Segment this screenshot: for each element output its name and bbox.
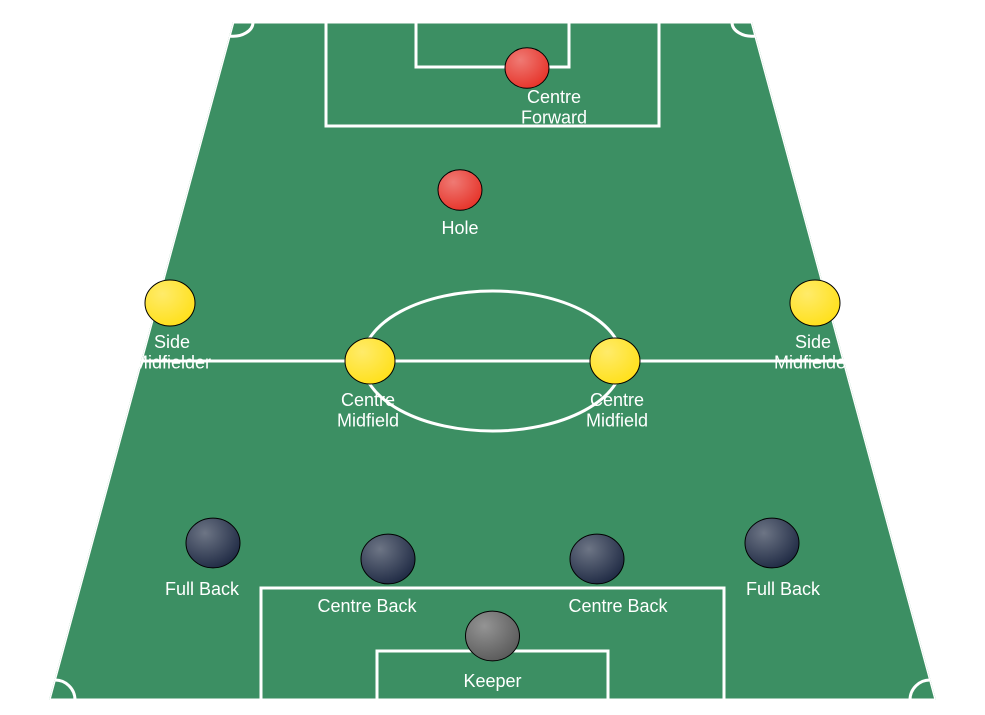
- player-label-centre-mid-left: CentreMidfield: [337, 390, 399, 431]
- player-label-full-back-right: Full Back: [746, 579, 821, 599]
- player-keeper: Keeper: [463, 611, 521, 691]
- player-label-centre-back-right: Centre Back: [568, 596, 668, 616]
- player-marker-side-mid-right: [790, 280, 840, 326]
- player-marker-centre-mid-right: [590, 338, 640, 384]
- player-marker-side-mid-left: [145, 280, 195, 326]
- player-marker-centre-back-right: [570, 534, 624, 584]
- player-label-centre-mid-right: CentreMidfield: [586, 390, 648, 431]
- player-label-keeper: Keeper: [463, 671, 521, 691]
- player-hole: Hole: [438, 170, 482, 238]
- player-marker-full-back-right: [745, 518, 799, 568]
- soccer-formation-diagram: CentreForwardHoleSideMidfielderSideMidfi…: [0, 0, 985, 715]
- player-marker-centre-mid-left: [345, 338, 395, 384]
- player-marker-full-back-left: [186, 518, 240, 568]
- player-marker-keeper: [466, 611, 520, 661]
- player-marker-centre-back-left: [361, 534, 415, 584]
- player-label-hole: Hole: [441, 218, 478, 238]
- player-marker-centre-forward: [505, 48, 549, 88]
- player-label-centre-back-left: Centre Back: [317, 596, 417, 616]
- player-label-centre-forward: CentreForward: [521, 87, 587, 128]
- player-marker-hole: [438, 170, 482, 210]
- player-label-full-back-left: Full Back: [165, 579, 240, 599]
